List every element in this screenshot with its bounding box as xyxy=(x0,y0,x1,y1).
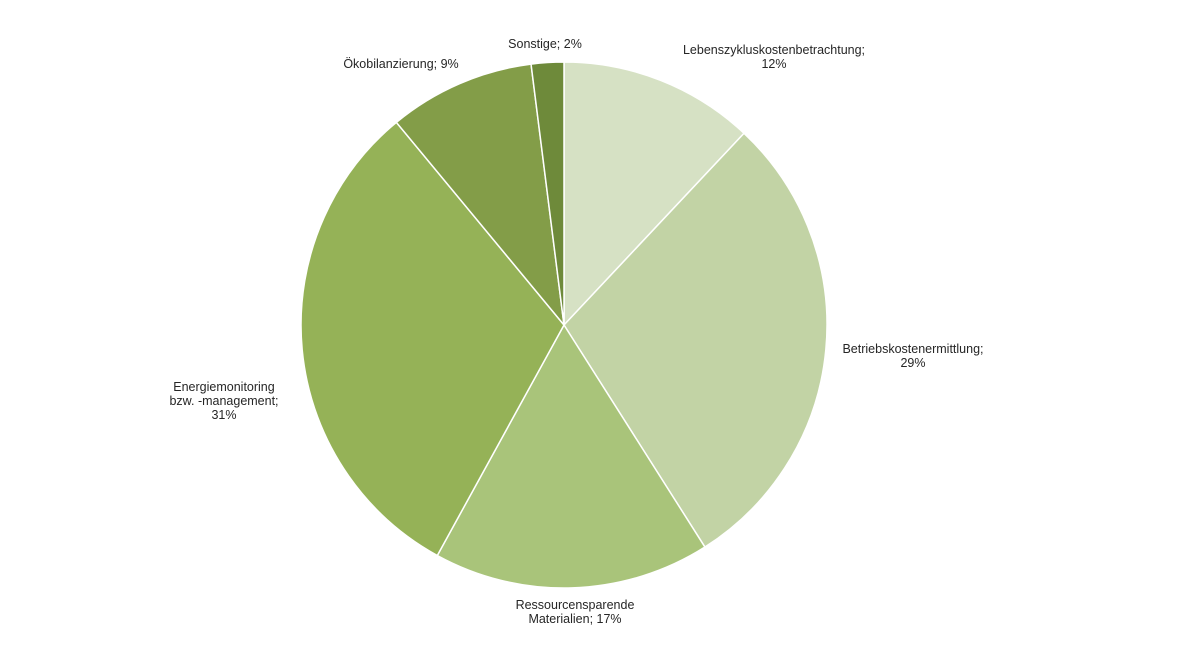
slice-label-line: bzw. -management; xyxy=(169,394,278,408)
pie-slice-5 xyxy=(530,61,565,326)
slices-layer xyxy=(300,61,828,589)
slice-label-line: 12% xyxy=(761,57,786,71)
slice-label-line: Ressourcensparende xyxy=(516,598,635,612)
pie-slice-0 xyxy=(563,61,745,326)
slice-label-line: Materialien; 17% xyxy=(528,612,621,626)
pie-slice-2 xyxy=(436,324,706,589)
slice-label-line: Betriebskostenermittlung; xyxy=(842,342,983,356)
slice-label-1: Betriebskostenermittlung; 29% xyxy=(842,342,983,370)
slice-label-0: Lebenszykluskostenbetrachtung; 12% xyxy=(683,43,865,71)
slice-label-5: Sonstige; 2% xyxy=(508,37,582,51)
slice-label-line: 29% xyxy=(900,356,925,370)
slice-label-line: Energiemonitoring xyxy=(173,380,274,394)
pie-slice-3 xyxy=(300,121,565,557)
pie-slice-1 xyxy=(563,132,828,548)
slice-label-line: Ökobilanzierung; 9% xyxy=(343,57,458,71)
labels-layer: Lebenszykluskostenbetrachtung; 12% Betrieb… xyxy=(169,37,983,626)
slice-label-4: Ökobilanzierung; 9% xyxy=(343,57,458,71)
slice-label-line: 31% xyxy=(211,408,236,422)
pie-slice-4 xyxy=(395,63,565,326)
slice-label-3: Energiemonitoring bzw. -management; 31% xyxy=(169,380,278,422)
slice-label-line: Sonstige; 2% xyxy=(508,37,582,51)
slice-label-line: Lebenszykluskostenbetrachtung; xyxy=(683,43,865,57)
slice-label-2: Ressourcensparende Materialien; 17% xyxy=(516,598,635,626)
